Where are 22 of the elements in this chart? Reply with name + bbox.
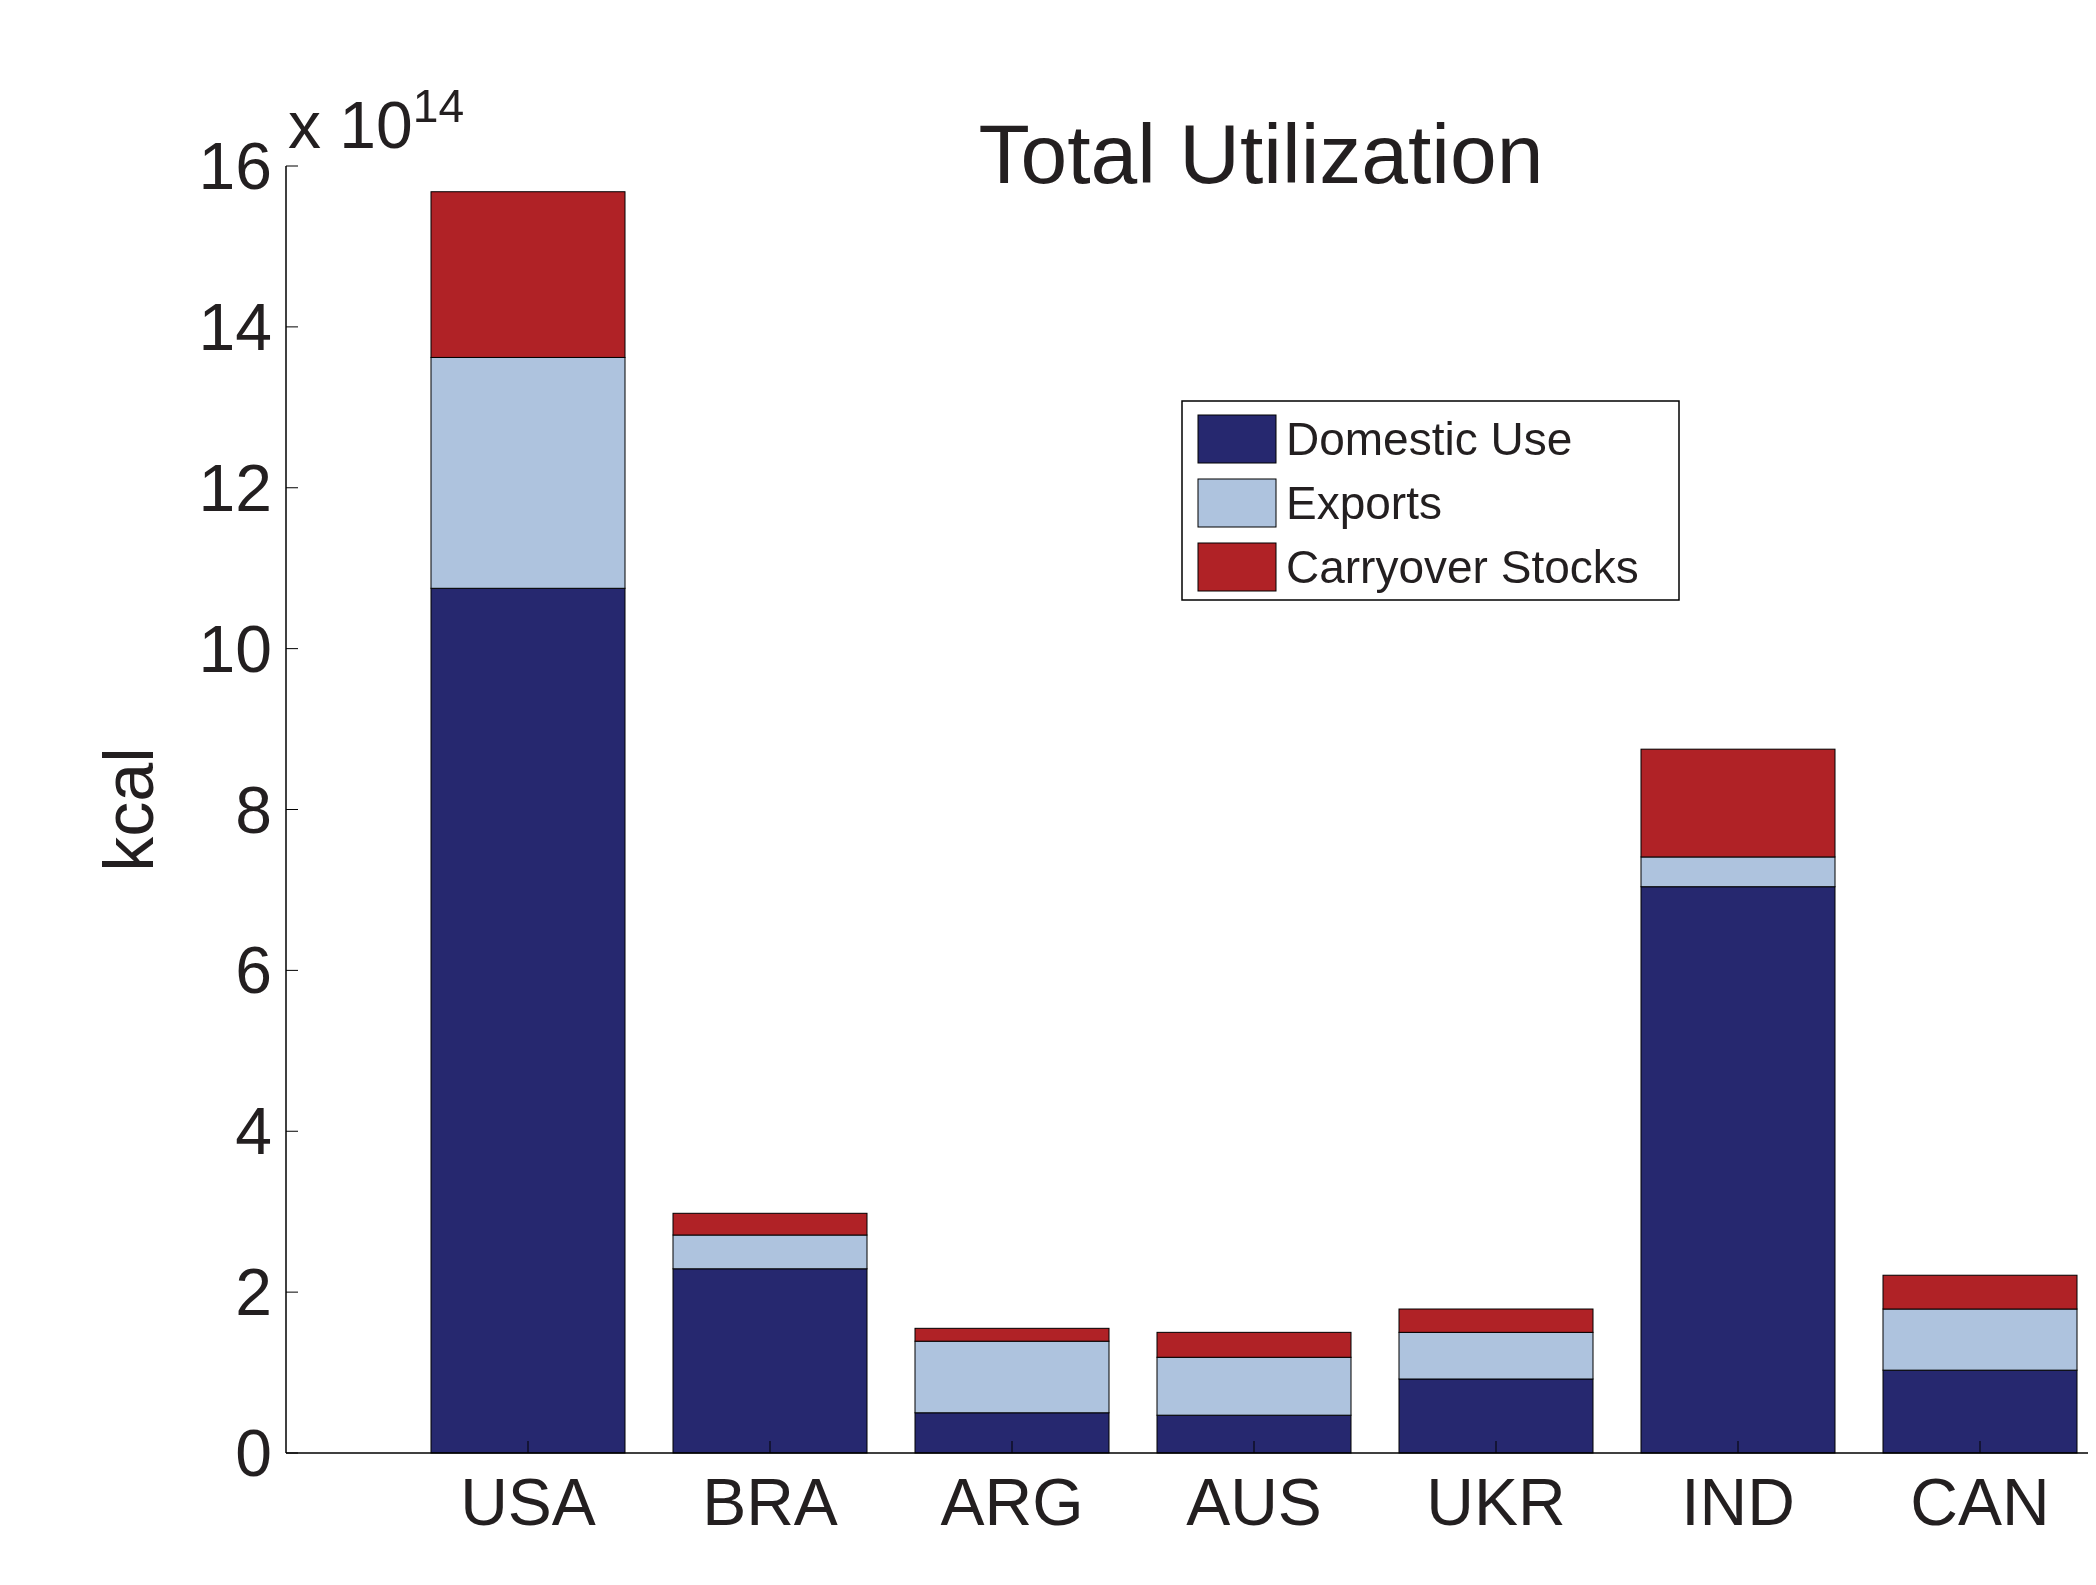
- x-tick-label: AUS: [1186, 1465, 1322, 1539]
- text: x 10$^{14}$: [288, 80, 465, 162]
- y-tick-label: 10: [198, 611, 272, 686]
- x-tick-label: UKR: [1426, 1465, 1566, 1539]
- x-tick-label: ARG: [940, 1465, 1084, 1539]
- legend-label: Domestic Use: [1286, 413, 1573, 466]
- y-tick-label: 6: [235, 933, 272, 1008]
- y-tick-label: 16: [198, 129, 272, 204]
- x-tick-label: CAN: [1910, 1465, 2050, 1539]
- x-tick-label: USA: [460, 1465, 596, 1539]
- legend-label: Carryover Stocks: [1286, 541, 1639, 594]
- y-tick-label: 14: [198, 289, 272, 364]
- y-tick-label: 8: [235, 772, 272, 847]
- y-tick-label: 0: [235, 1416, 272, 1491]
- x-tick-label: BRA: [702, 1465, 838, 1539]
- y-tick-label: 2: [235, 1255, 272, 1330]
- y-axis-title: kcal: [90, 747, 168, 872]
- x-tick-label: IND: [1681, 1465, 1795, 1539]
- y-tick-label: 12: [198, 450, 272, 525]
- y-tick-label: 4: [235, 1094, 272, 1169]
- chart-title: Total Utilization: [978, 107, 1544, 201]
- legend-label: Exports: [1286, 477, 1442, 530]
